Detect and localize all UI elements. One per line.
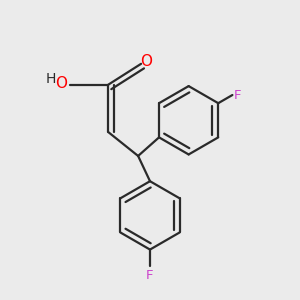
- Text: F: F: [233, 88, 241, 101]
- Text: F: F: [146, 269, 154, 282]
- Text: O: O: [55, 76, 67, 91]
- Text: O: O: [140, 54, 152, 69]
- Text: H: H: [45, 72, 56, 86]
